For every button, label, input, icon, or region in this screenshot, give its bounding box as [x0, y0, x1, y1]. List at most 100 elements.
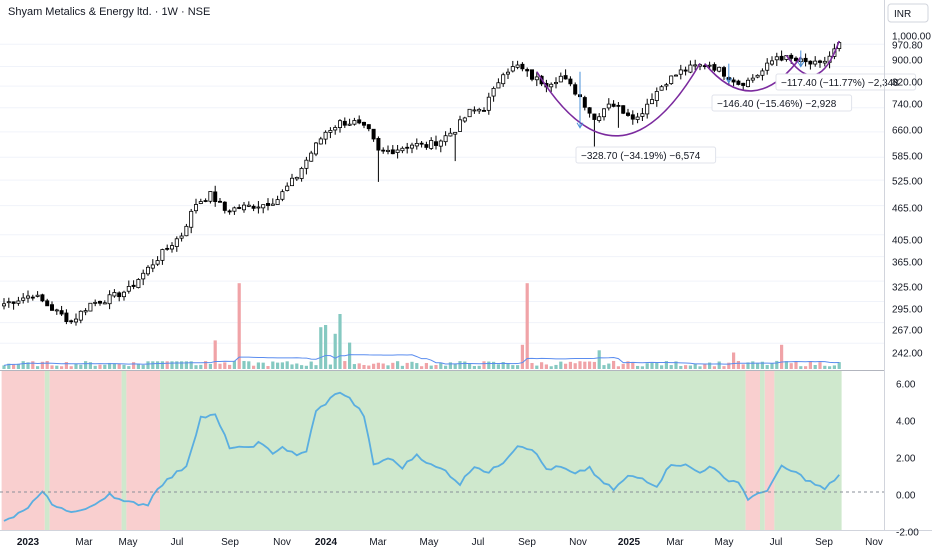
candle-body[interactable] — [774, 56, 779, 61]
candle-body[interactable] — [491, 87, 496, 97]
candle-body[interactable] — [371, 128, 376, 140]
candle-body[interactable] — [688, 64, 693, 73]
candle-body[interactable] — [693, 64, 698, 67]
candle-body[interactable] — [122, 291, 127, 298]
candle-body[interactable] — [45, 300, 50, 307]
candle-body[interactable] — [381, 149, 386, 152]
candle-body[interactable] — [650, 99, 655, 105]
candle-body[interactable] — [217, 200, 222, 203]
candle-body[interactable] — [405, 146, 410, 149]
candle-body[interactable] — [352, 120, 357, 125]
candle-body[interactable] — [424, 144, 429, 148]
candle-body[interactable] — [635, 116, 640, 120]
candle-body[interactable] — [419, 142, 424, 145]
candle-body[interactable] — [659, 86, 664, 91]
candle-body[interactable] — [770, 60, 775, 65]
candle-body[interactable] — [342, 120, 347, 126]
candle-body[interactable] — [462, 117, 467, 122]
candle-body[interactable] — [299, 168, 304, 179]
candle-body[interactable] — [136, 279, 141, 288]
candle-body[interactable] — [21, 297, 26, 301]
candle-body[interactable] — [328, 130, 333, 133]
candle-body[interactable] — [25, 295, 30, 299]
candle-body[interactable] — [390, 149, 395, 155]
candle-body[interactable] — [88, 302, 93, 312]
candle-body[interactable] — [261, 204, 266, 209]
candle-body[interactable] — [741, 82, 746, 86]
candle-body[interactable] — [98, 300, 103, 304]
candle-body[interactable] — [30, 296, 35, 299]
candle-body[interactable] — [525, 69, 530, 72]
candle-body[interactable] — [587, 107, 592, 114]
candle-body[interactable] — [251, 205, 256, 209]
candle-body[interactable] — [621, 105, 626, 114]
candle-body[interactable] — [361, 121, 366, 126]
candle-body[interactable] — [736, 80, 741, 85]
candle-body[interactable] — [433, 141, 438, 146]
candle-body[interactable] — [606, 103, 611, 109]
candle-body[interactable] — [457, 119, 462, 132]
candle-body[interactable] — [333, 127, 338, 131]
candle-body[interactable] — [117, 292, 122, 298]
candle-body[interactable] — [477, 108, 482, 112]
candle-body[interactable] — [160, 249, 165, 261]
candle-body[interactable] — [337, 120, 342, 128]
candle-body[interactable] — [126, 286, 131, 292]
candle-body[interactable] — [64, 312, 69, 323]
candle-body[interactable] — [270, 203, 275, 206]
candle-body[interactable] — [467, 108, 472, 118]
candle-body[interactable] — [750, 77, 755, 81]
candle-body[interactable] — [59, 310, 64, 315]
candle-body[interactable] — [731, 79, 736, 83]
candle-body[interactable] — [285, 185, 290, 191]
candle-body[interactable] — [534, 76, 539, 81]
candle-body[interactable] — [237, 207, 242, 209]
candle-body[interactable] — [549, 83, 554, 88]
candle-body[interactable] — [520, 63, 525, 70]
candle-body[interactable] — [246, 204, 251, 207]
candle-body[interactable] — [554, 82, 559, 85]
candle-body[interactable] — [275, 199, 280, 205]
candles[interactable] — [2, 40, 842, 326]
candle-body[interactable] — [107, 294, 112, 305]
candle-body[interactable] — [131, 284, 136, 287]
candle-body[interactable] — [486, 96, 491, 111]
candle-body[interactable] — [6, 301, 11, 304]
candle-body[interactable] — [818, 60, 823, 63]
candle-body[interactable] — [69, 320, 74, 323]
candle-body[interactable] — [616, 104, 621, 107]
candle-body[interactable] — [448, 132, 453, 137]
candle-body[interactable] — [501, 74, 506, 85]
candle-body[interactable] — [289, 177, 294, 187]
candle-body[interactable] — [323, 131, 328, 140]
candle-body[interactable] — [808, 60, 813, 65]
candle-body[interactable] — [155, 260, 160, 265]
candle-body[interactable] — [265, 203, 270, 206]
candle-body[interactable] — [400, 147, 405, 152]
candle-body[interactable] — [318, 138, 323, 145]
candle-body[interactable] — [813, 60, 818, 65]
candle-body[interactable] — [179, 235, 184, 239]
candle-body[interactable] — [280, 191, 285, 200]
candle-body[interactable] — [366, 124, 371, 130]
candle-body[interactable] — [592, 113, 597, 120]
candle-body[interactable] — [645, 103, 650, 115]
candle-body[interactable] — [712, 64, 717, 71]
candle-body[interactable] — [722, 67, 727, 77]
candle-body[interactable] — [453, 131, 458, 135]
candle-body[interactable] — [429, 140, 434, 149]
candle-body[interactable] — [481, 110, 486, 112]
candle-body[interactable] — [189, 210, 194, 228]
candle-body[interactable] — [563, 75, 568, 80]
candle-body[interactable] — [112, 292, 117, 297]
candle-body[interactable] — [50, 304, 55, 311]
candle-body[interactable] — [83, 310, 88, 313]
candle-body[interactable] — [573, 84, 578, 95]
candle-body[interactable] — [558, 75, 563, 83]
candle-body[interactable] — [241, 204, 246, 211]
candle-body[interactable] — [669, 75, 674, 85]
candle-body[interactable] — [803, 57, 808, 63]
candle-body[interactable] — [530, 69, 535, 80]
candle-body[interactable] — [414, 143, 419, 147]
